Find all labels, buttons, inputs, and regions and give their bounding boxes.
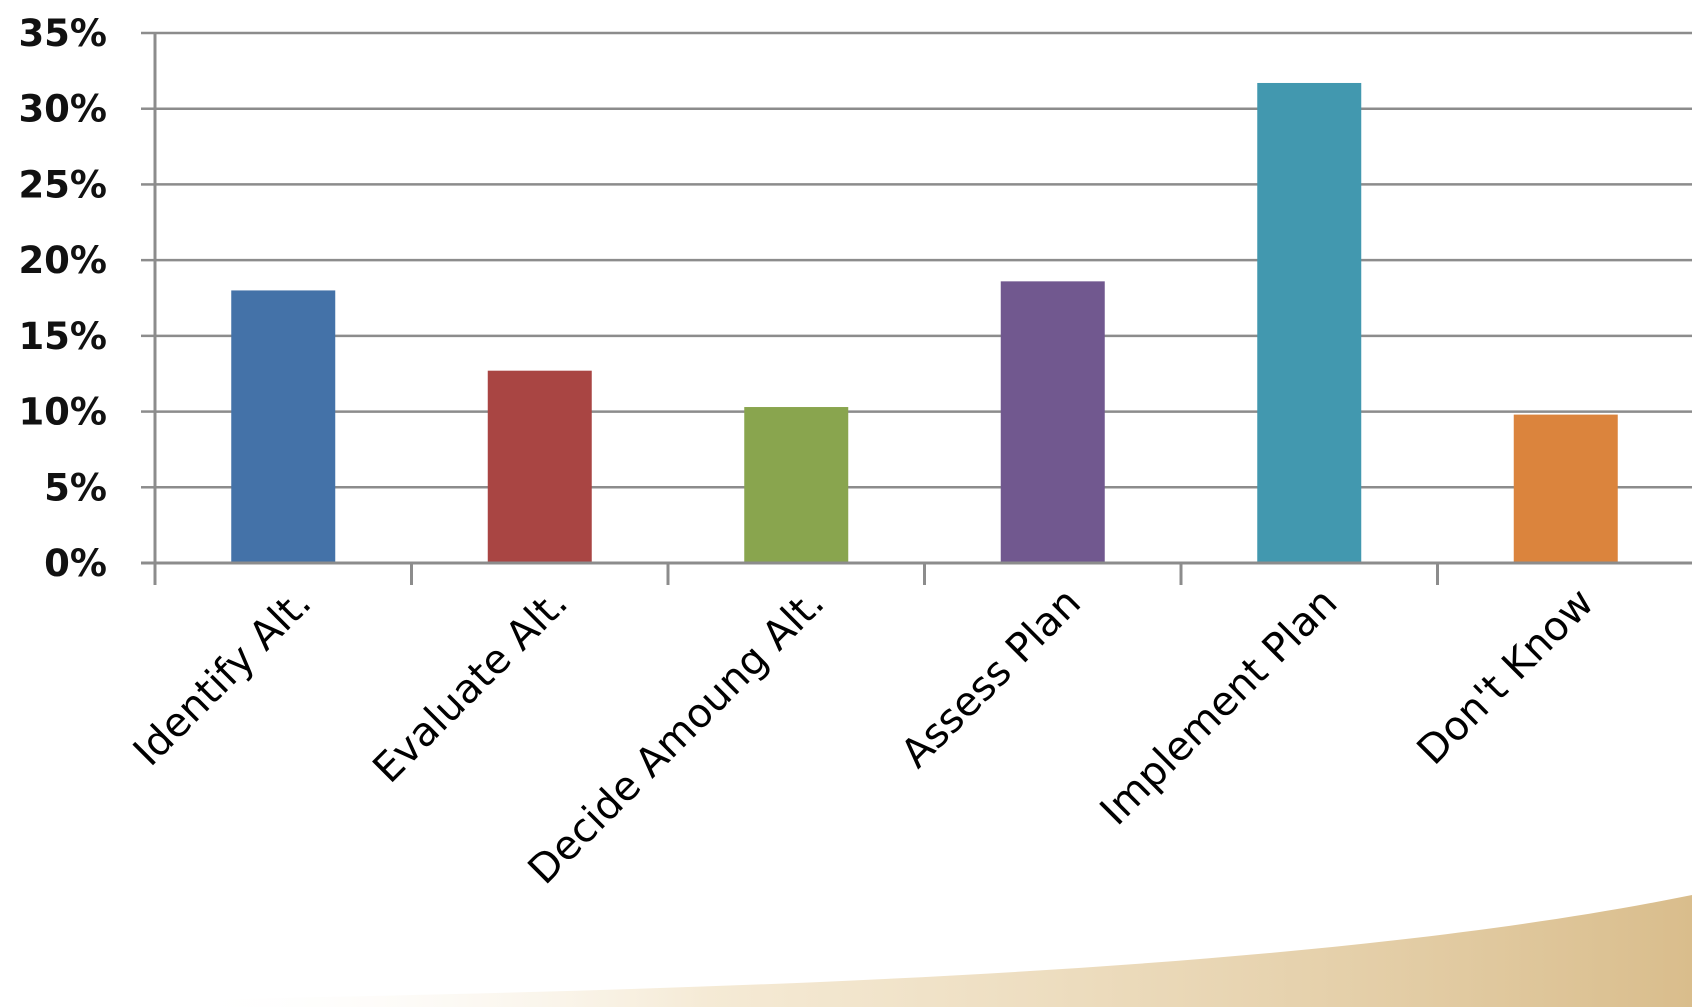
y-axis-tick-labels: 0% 5% 10% 15% 20% 25% 30% 35%: [18, 12, 107, 585]
y-tick-label: 20%: [18, 239, 107, 282]
bar: [1000, 281, 1105, 563]
x-tick-label: Identify Alt.: [125, 580, 321, 776]
y-tick-label: 35%: [18, 12, 107, 55]
x-tick-label: Decide Amoung Alt.: [520, 580, 834, 894]
x-tick-label: Implement Plan: [1092, 580, 1347, 835]
x-tick-label: Assess Plan: [892, 580, 1089, 777]
bar: [487, 370, 592, 563]
y-tick-label: 25%: [18, 163, 107, 206]
x-tick-label: Evaluate Alt.: [364, 580, 576, 792]
y-tick-label: 10%: [18, 391, 107, 434]
x-tick-label: Don't Know: [1409, 580, 1603, 774]
bar: [744, 407, 849, 563]
axes: [141, 31, 1692, 585]
y-tick-label: 30%: [18, 88, 107, 131]
bar: [231, 290, 336, 563]
y-tick-label: 5%: [44, 466, 107, 509]
x-axis-tick-labels: Identify Alt. Evaluate Alt.Decide Amoung …: [125, 580, 1603, 894]
bar: [1257, 82, 1362, 563]
bar: [1513, 414, 1618, 563]
y-tick-label: 0%: [44, 542, 107, 585]
y-tick-label: 15%: [18, 315, 107, 358]
decorative-swoosh: [180, 895, 1692, 1007]
bars: [231, 82, 1618, 563]
gridlines: [155, 31, 1692, 489]
